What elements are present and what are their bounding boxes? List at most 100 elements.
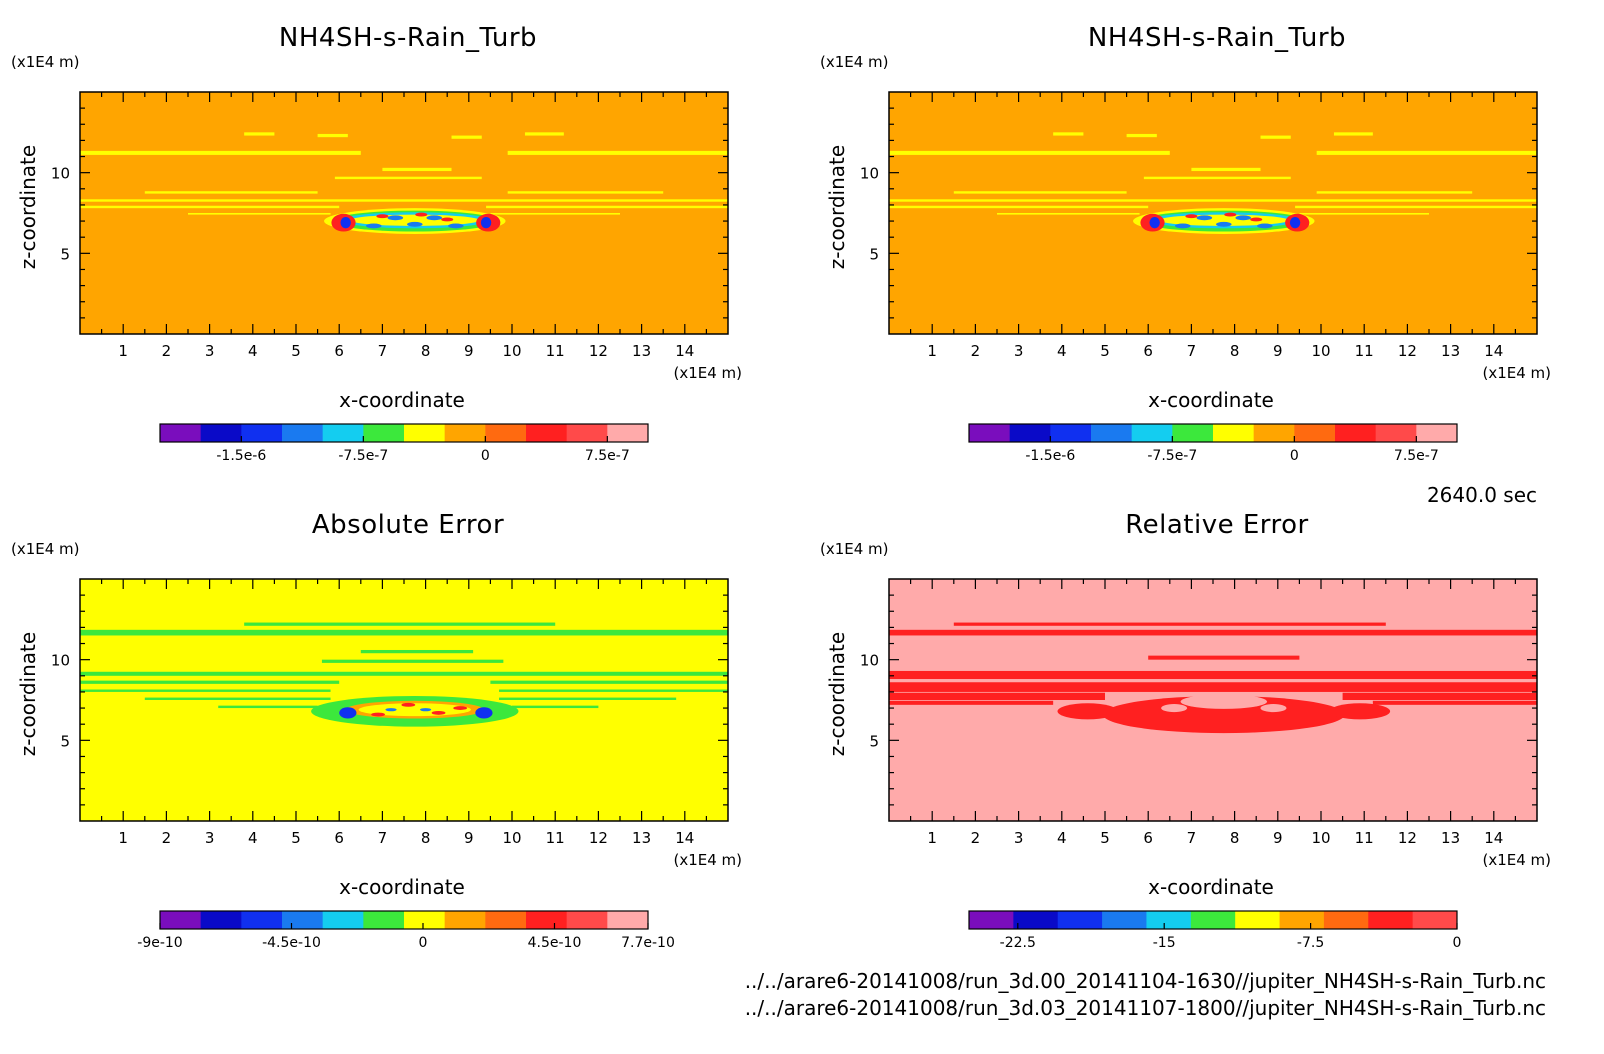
- y-tick-label: 10: [860, 165, 879, 183]
- colorbar-frame: [968, 910, 1458, 930]
- colorbar-swatch: [1131, 424, 1173, 442]
- panel-title: NH4SH-s-Rain_Turb: [1088, 23, 1346, 53]
- colorbar-swatch: [526, 911, 568, 929]
- colorbar-swatch: [1009, 424, 1051, 442]
- field-streak: [80, 671, 728, 676]
- x-tick-label: 14: [1484, 342, 1503, 360]
- field-streak: [1053, 132, 1084, 136]
- colorbar-swatch: [485, 911, 527, 929]
- file-path-2: ../../arare6-20141008/run_3d.03_20141107…: [744, 996, 1546, 1020]
- time-label: 2640.0 sec: [1427, 483, 1537, 507]
- field-streak: [1342, 692, 1537, 700]
- colorbar-tick-label: -9e-10: [137, 935, 182, 951]
- colorbar-swatch: [1412, 911, 1458, 929]
- field-blob: [1185, 214, 1198, 219]
- x-tick-label: 6: [334, 829, 344, 847]
- x-tick-label: 9: [464, 342, 474, 360]
- x-tick-label: 6: [334, 342, 344, 360]
- x-tick-label: 11: [1355, 829, 1374, 847]
- field-streak: [889, 629, 1537, 636]
- x-unit-label: (x1E4 m): [1482, 364, 1551, 382]
- field-streak: [80, 680, 340, 684]
- colorbar-frame: [159, 910, 649, 930]
- colorbar-swatch: [566, 911, 608, 929]
- y-axis-label: z-coordinate: [825, 145, 849, 269]
- field-streak: [244, 622, 556, 626]
- field-core: [1102, 695, 1345, 734]
- field-patch: [1329, 703, 1391, 720]
- field-streak: [889, 150, 1170, 155]
- field-streak: [321, 659, 504, 663]
- colorbar-swatch: [607, 424, 649, 442]
- x-tick-label: 7: [1187, 342, 1197, 360]
- field-streak: [889, 692, 1105, 700]
- field-streak: [490, 680, 728, 684]
- x-axis-label: x-coordinate: [1148, 388, 1274, 412]
- field-blob: [426, 215, 443, 221]
- x-tick-label: 9: [1273, 829, 1283, 847]
- field-blob: [1235, 215, 1252, 221]
- x-tick-label: 10: [502, 829, 521, 847]
- field-edge-left-inner: [1149, 217, 1160, 229]
- field-blob: [1174, 223, 1191, 229]
- y-tick-label: 10: [51, 652, 70, 670]
- panel-3: Absolute Error(x1E4 m)1 2 3 4 5 6 7 8 9 10 11 12 13 1…: [11, 510, 742, 951]
- field-streak: [80, 199, 728, 202]
- x-axis-label: x-coordinate: [339, 875, 465, 899]
- x-tick-label: 4: [248, 342, 258, 360]
- field-streak: [1260, 135, 1291, 139]
- field-streak: [80, 150, 361, 155]
- heatmap-field: [80, 92, 728, 334]
- field-streak: [499, 689, 728, 692]
- x-tick-label: 12: [589, 829, 608, 847]
- colorbar-swatch: [322, 911, 364, 929]
- x-tick-label: 8: [1230, 829, 1240, 847]
- x-tick-label: 11: [1355, 342, 1374, 360]
- field-streak: [360, 649, 474, 654]
- colorbar-swatch: [200, 424, 242, 442]
- x-tick-label: 5: [1100, 829, 1110, 847]
- colorbar-swatch: [1416, 424, 1458, 442]
- colorbar-frame: [968, 423, 1458, 443]
- field-streak: [1191, 167, 1261, 172]
- field-streak: [507, 191, 664, 194]
- field-streak: [512, 705, 599, 709]
- colorbar-swatch: [363, 911, 405, 929]
- x-tick-label: 8: [421, 829, 431, 847]
- field-streak: [490, 213, 620, 215]
- x-tick-label: 9: [1273, 342, 1283, 360]
- field-blob: [431, 710, 446, 715]
- x-tick-label: 5: [291, 829, 301, 847]
- colorbar-swatch: [241, 911, 283, 929]
- panel-title: Relative Error: [1125, 510, 1309, 540]
- x-tick-label: 7: [1187, 829, 1197, 847]
- x-tick-label: 3: [1014, 342, 1024, 360]
- colorbar-swatch: [485, 424, 527, 442]
- y-unit-label: (x1E4 m): [820, 540, 889, 558]
- heatmap-field: [80, 579, 728, 821]
- colorbar-swatch: [1235, 911, 1280, 929]
- field-streak: [889, 205, 1149, 209]
- field-streak: [524, 132, 564, 136]
- y-axis-label: z-coordinate: [16, 632, 40, 756]
- field-streak: [382, 167, 452, 172]
- x-tick-label: 12: [1398, 342, 1417, 360]
- field-blob: [419, 708, 432, 712]
- field-streak: [1148, 655, 1300, 660]
- colorbar-swatch: [1323, 911, 1369, 929]
- colorbar-swatch: [444, 424, 486, 442]
- colorbar-swatch: [282, 424, 324, 442]
- x-tick-label: 11: [546, 829, 565, 847]
- colorbar-tick-label: 0: [1453, 935, 1462, 951]
- colorbar-tick-label: 4.5e-10: [528, 935, 582, 951]
- field-blob: [1216, 221, 1232, 227]
- colorbar-swatch: [241, 424, 283, 442]
- field-streak: [188, 213, 331, 215]
- x-tick-label: 10: [1311, 829, 1330, 847]
- field-edge-right-inner: [1289, 217, 1301, 229]
- field-streak: [218, 705, 318, 709]
- y-axis-label: z-coordinate: [16, 145, 40, 269]
- y-tick-label: 5: [60, 245, 70, 263]
- y-unit-label: (x1E4 m): [820, 53, 889, 71]
- x-tick-label: 10: [502, 342, 521, 360]
